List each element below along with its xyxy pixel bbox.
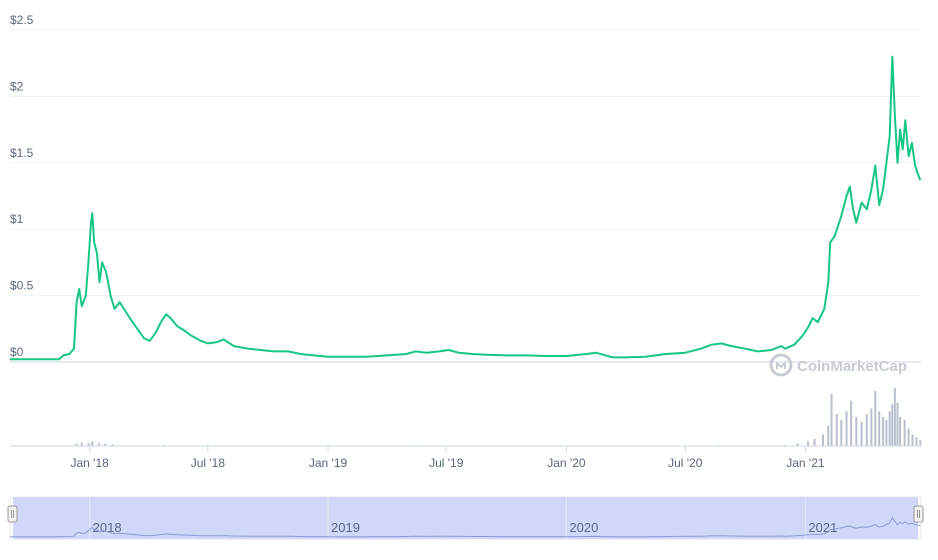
volume-bar [830, 393, 833, 446]
y-axis-ticks: $2.5 $2 $1.5 $1 $0.5 $0 [10, 13, 34, 359]
navigator[interactable]: 2018 2019 2020 2021 [7, 496, 924, 540]
volume-bar [911, 434, 914, 446]
volume-bar [807, 441, 810, 446]
navigator-tick-label: 2018 [93, 520, 122, 535]
volume-bar [907, 428, 910, 446]
coinmarketcap-logo-icon [769, 353, 793, 377]
volume-bar [835, 414, 838, 446]
x-tick-label: Jan '21 [786, 456, 825, 470]
volume-bar [885, 419, 888, 446]
volume-bar [896, 402, 899, 446]
y-tick-label: $2.5 [10, 13, 34, 27]
volume-bar [878, 411, 881, 446]
x-axis-ticks: Jan '18 Jul '18 Jan '19 Jul '19 Jan '20 Jul '… [71, 446, 825, 470]
price-line-series [10, 55, 922, 361]
x-tick-label: Jul '20 [668, 456, 703, 470]
y-tick-label: $1 [10, 212, 24, 226]
x-tick-label: Jan '19 [309, 456, 348, 470]
volume-bar [888, 411, 891, 446]
x-tick-label: Jul '19 [429, 456, 464, 470]
x-tick-label: Jan '18 [71, 456, 110, 470]
volume-bar [840, 419, 843, 446]
volume-bar [855, 417, 858, 446]
volume-bar [919, 440, 922, 446]
x-tick-label: Jul '18 [191, 456, 226, 470]
volume-bar [865, 414, 868, 446]
volume-bar [91, 441, 94, 446]
volume-bar [75, 443, 78, 446]
volume-bar [870, 408, 873, 446]
volume-bars [75, 388, 922, 446]
y-tick-label: $0 [10, 345, 24, 359]
y-tick-label: $2 [10, 79, 24, 93]
x-tick-label: Jan '20 [547, 456, 586, 470]
navigator-left-handle[interactable] [7, 505, 18, 523]
volume-bar [796, 443, 799, 446]
volume-bar [845, 411, 848, 446]
navigator-series-line [10, 516, 921, 538]
navigator-tick-label: 2019 [331, 520, 360, 535]
volume-bar [97, 443, 100, 446]
volume-bar [882, 417, 885, 446]
navigator-selected-range[interactable] [13, 497, 918, 539]
volume-bar [903, 419, 906, 446]
volume-bar [104, 443, 107, 446]
volume-bar [163, 444, 166, 446]
volume-bar [80, 442, 83, 446]
y-tick-label: $0.5 [10, 279, 34, 293]
watermark: CoinMarketCap [769, 353, 907, 377]
volume-bar [822, 434, 825, 446]
navigator-right-handle[interactable] [913, 505, 924, 523]
navigator-tick-label: 2020 [569, 520, 598, 535]
volume-bar [87, 443, 90, 446]
volume-bar [891, 404, 894, 446]
volume-bar [874, 390, 877, 446]
navigator-ticks: 2018 2019 2020 2021 [89, 497, 837, 539]
volume-bar [813, 439, 816, 446]
volume-bar [850, 400, 853, 446]
volume-bar [915, 437, 918, 446]
y-tick-label: $1.5 [10, 146, 34, 160]
watermark-text: CoinMarketCap [797, 358, 907, 375]
volume-bar [784, 444, 787, 446]
volume-bar [111, 444, 114, 446]
volume-bar [893, 388, 896, 446]
grid-lines [10, 29, 921, 363]
volume-bar [827, 425, 830, 446]
navigator-tick-label: 2021 [808, 520, 837, 535]
volume-bar [860, 421, 863, 446]
volume-bar [899, 417, 902, 446]
